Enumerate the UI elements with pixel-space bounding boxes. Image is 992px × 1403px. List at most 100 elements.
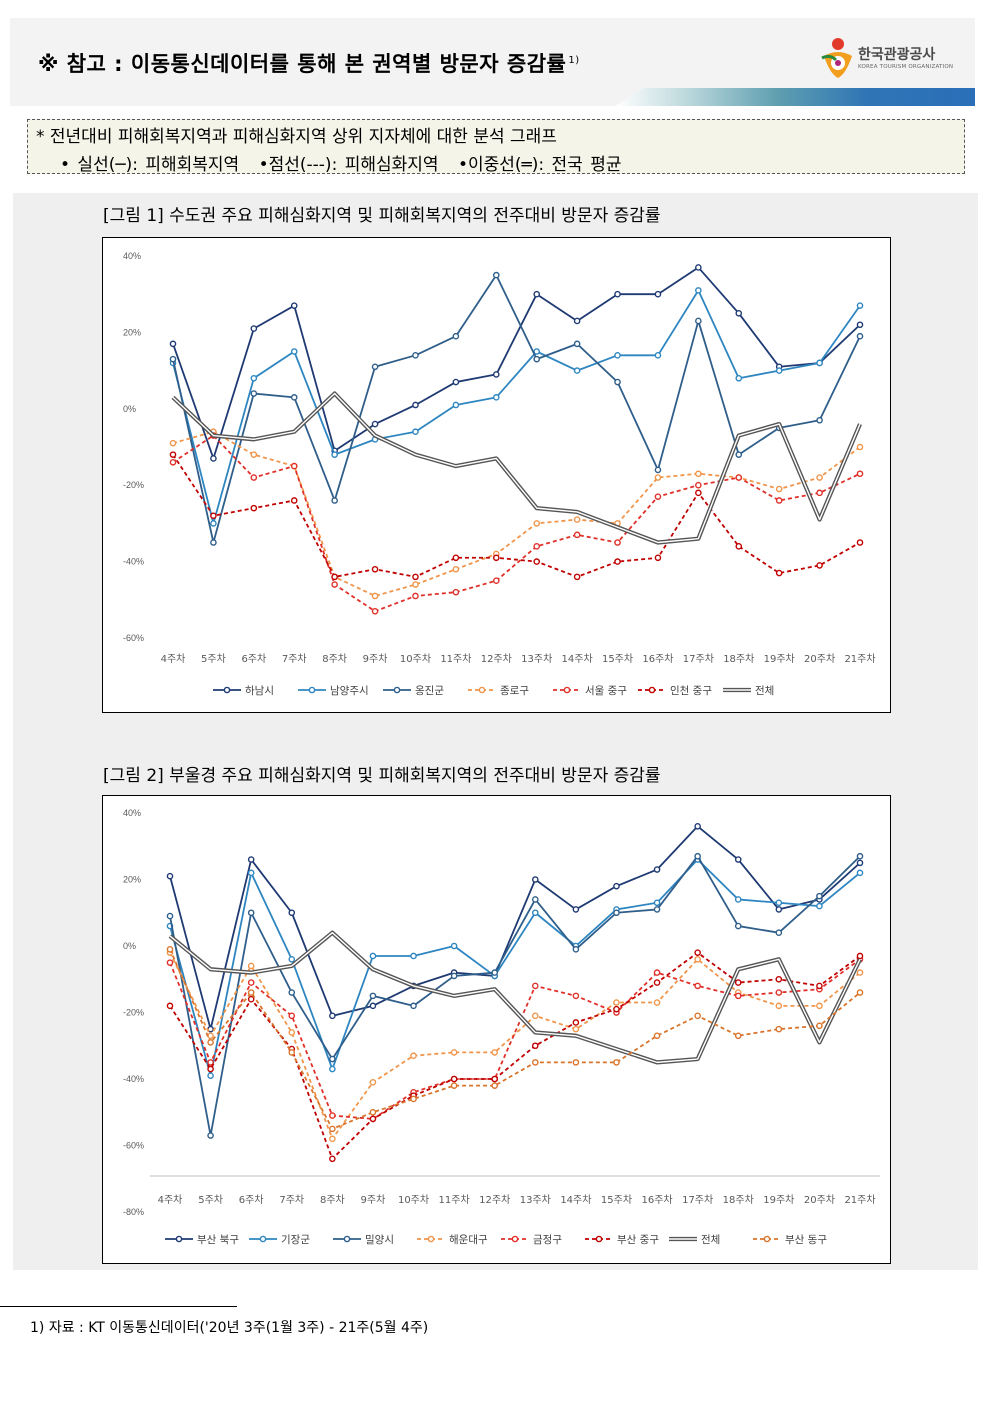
data-point: [653, 969, 661, 976]
data-point: [329, 1012, 336, 1020]
legend-item[interactable]: 전체: [669, 1234, 720, 1246]
legend-item[interactable]: 부산 중구: [585, 1234, 659, 1246]
data-point: [775, 906, 783, 913]
y-tick-label: -20%: [123, 1008, 144, 1018]
data-point: [491, 1075, 499, 1083]
x-tick-label: 12주차: [479, 1194, 510, 1206]
data-point: [250, 451, 258, 458]
data-point: [573, 340, 581, 348]
data-point: [694, 949, 701, 956]
data-point: [856, 443, 864, 451]
y-tick-label: 20%: [123, 875, 141, 885]
data-point: [210, 512, 217, 520]
data-point: [816, 474, 823, 481]
legend-item[interactable]: 서울 중구: [553, 685, 627, 697]
data-point: [816, 562, 823, 569]
data-point: [614, 558, 621, 565]
data-point: [572, 992, 580, 1000]
note-dashed-line-legend: •점선(---): 피해심화지역: [258, 155, 439, 175]
figure-2-chart: 40% 20% 0% -20% -40% -60% -80% 4주차 5주차 6주차 7주차 8주차 9…: [102, 795, 891, 1264]
data-point: [288, 1029, 296, 1036]
data-point: [412, 573, 419, 581]
series-line: [169, 951, 861, 1160]
legend-item[interactable]: 부산 동구: [753, 1234, 827, 1246]
legend-marker: [259, 1235, 267, 1243]
figure-1-title: [그림 1] 수도권 주요 피해심화지역 및 피해회복지역의 전주대비 방문자 …: [103, 206, 661, 226]
legend-item[interactable]: 종로구: [468, 685, 529, 697]
analysis-note-box: * 전년대비 피해회복지역과 피해심화지역 상위 지자체에 대한 분석 그래프 …: [27, 119, 965, 175]
data-point: [169, 340, 177, 348]
legend-item[interactable]: 남양주시: [298, 685, 369, 697]
data-point: [169, 439, 177, 447]
data-point: [856, 869, 864, 877]
data-point: [775, 1002, 783, 1010]
title-footnote-ref[interactable]: 1): [568, 55, 580, 66]
x-tick-label: 8주차: [320, 1194, 345, 1206]
legend-item[interactable]: 옹진군: [383, 685, 444, 697]
data-point: [694, 955, 701, 963]
data-point: [734, 856, 742, 863]
legend-item[interactable]: 해운대구: [417, 1233, 488, 1246]
data-point: [492, 271, 500, 279]
data-point: [734, 1032, 742, 1040]
data-point: [290, 348, 298, 355]
data-point: [735, 310, 743, 317]
data-point: [492, 577, 500, 585]
legend-marker: [763, 1235, 771, 1243]
data-point: [329, 1112, 336, 1119]
y-tick-label: 40%: [123, 251, 141, 261]
data-point: [533, 543, 541, 550]
data-point: [531, 1042, 539, 1050]
legend-item[interactable]: 인천 중구: [638, 685, 712, 697]
data-point: [369, 1079, 377, 1086]
series-line-inner: [172, 392, 861, 544]
legend-label: 해운대구: [449, 1233, 488, 1246]
data-point: [654, 352, 662, 359]
data-point: [166, 872, 174, 880]
data-point: [613, 1059, 620, 1066]
header-banner: ※ 참고 : 이동통신데이터를 통해 본 권역별 방문자 증감률 1) 한국관광공…: [10, 18, 975, 106]
data-point: [653, 906, 661, 913]
data-point: [331, 573, 338, 581]
data-point: [533, 348, 541, 355]
legend-item[interactable]: 기장군: [249, 1234, 310, 1246]
data-point: [734, 922, 742, 930]
y-tick-label: -40%: [123, 557, 144, 567]
x-tick-label: 19주차: [764, 653, 795, 665]
data-point: [247, 909, 255, 917]
data-point: [734, 979, 742, 986]
series-line: [172, 430, 861, 597]
data-point: [856, 332, 864, 340]
data-point: [491, 1049, 499, 1056]
legend-item[interactable]: 부산 북구: [165, 1234, 239, 1246]
legend-item[interactable]: 하남시: [213, 684, 274, 697]
data-point: [250, 390, 258, 397]
data-point: [247, 979, 255, 986]
legend-item[interactable]: 전체: [723, 685, 774, 697]
x-tick-label: 9주차: [361, 1194, 386, 1206]
data-point: [613, 1005, 620, 1013]
data-point: [735, 474, 743, 481]
data-point: [856, 952, 864, 960]
data-point: [412, 592, 419, 600]
data-point: [531, 896, 539, 903]
data-point: [210, 539, 217, 546]
data-point: [775, 975, 783, 983]
data-point: [654, 554, 662, 562]
x-tick-label: 5주차: [201, 653, 226, 665]
data-point: [734, 896, 742, 903]
data-point: [654, 466, 662, 474]
data-point: [694, 852, 701, 860]
data-point: [533, 290, 541, 298]
legend-marker: [511, 1235, 519, 1243]
y-tick-label: 0%: [123, 404, 136, 414]
data-point: [613, 882, 620, 890]
legend-item[interactable]: 금정구: [501, 1234, 562, 1246]
data-point: [410, 952, 417, 960]
data-point: [573, 531, 581, 539]
series-line: [172, 289, 861, 525]
x-tick-label: 9주차: [363, 653, 388, 665]
data-point: [775, 1025, 783, 1033]
x-tick-label: 5주차: [198, 1194, 223, 1206]
legend-item[interactable]: 밀양시: [333, 1234, 394, 1246]
